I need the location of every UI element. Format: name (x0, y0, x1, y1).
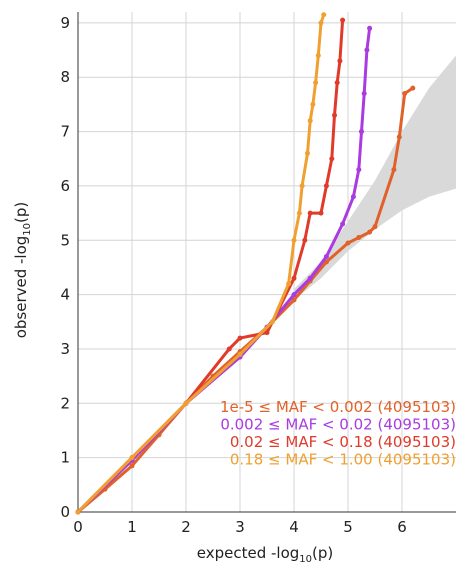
y-tick-label: 9 (60, 14, 70, 32)
point (340, 17, 346, 23)
y-tick-label: 1 (60, 449, 70, 467)
y-label-after: (p) (12, 202, 30, 223)
y-tick-label: 5 (60, 231, 70, 249)
y-tick-label: 6 (60, 177, 70, 195)
x-tick-label: 1 (127, 518, 137, 536)
x-tick-label: 0 (73, 518, 83, 536)
point (396, 134, 402, 140)
point (305, 150, 310, 156)
point (329, 156, 335, 162)
x-label-sub: 10 (299, 554, 312, 565)
point (332, 112, 337, 118)
x-axis-label: expected -log10(p) (197, 544, 334, 565)
point (269, 319, 275, 325)
point (286, 281, 292, 287)
point (237, 335, 243, 341)
x-label-after: (p) (312, 544, 333, 562)
series-line (76, 20, 345, 514)
point (237, 351, 243, 357)
series-line (76, 14, 326, 514)
y-tick-label: 7 (60, 123, 70, 141)
x-tick-label: 5 (343, 518, 353, 536)
x-tick-label: 2 (181, 518, 191, 536)
legend-entry: 0.02 ≤ MAF < 0.18 (4095103) (230, 433, 456, 451)
y-tick-label: 0 (60, 503, 70, 521)
confidence-band (294, 55, 456, 301)
point (226, 346, 232, 352)
point (361, 91, 367, 97)
point (318, 210, 324, 216)
point (307, 210, 313, 216)
x-tick-label: 4 (289, 518, 299, 536)
legend-entry: 1e-5 ≤ MAF < 0.002 (4095103) (220, 398, 456, 416)
legend-entry: 0.002 ≤ MAF < 0.02 (4095103) (220, 416, 456, 434)
y-label-sub: 10 (22, 223, 33, 236)
point (129, 463, 135, 469)
point (264, 330, 270, 336)
point (318, 20, 324, 26)
point (323, 254, 329, 260)
point (402, 91, 408, 97)
y-label-text: observed -log (12, 236, 30, 339)
y-tick-label: 4 (60, 286, 70, 304)
point (367, 229, 373, 235)
point (334, 80, 340, 86)
point (307, 118, 313, 124)
y-tick-label: 3 (60, 340, 70, 358)
x-label-text: expected -log (197, 544, 300, 562)
legend-entry: 0.18 ≤ MAF < 1.00 (4095103) (230, 451, 456, 469)
point (291, 237, 297, 243)
point (367, 25, 373, 31)
point (359, 129, 364, 135)
point (356, 167, 362, 173)
point (345, 240, 351, 246)
y-tick-label: 8 (60, 68, 70, 86)
point (296, 210, 302, 216)
y-axis-label: observed -log10(p) (12, 202, 33, 339)
point (337, 58, 343, 64)
point (291, 275, 297, 281)
point (364, 47, 370, 53)
point (183, 400, 189, 406)
point (323, 183, 329, 189)
y-tick-label: 2 (60, 394, 70, 412)
point (302, 237, 308, 243)
point (299, 183, 305, 189)
point (350, 194, 356, 200)
point (410, 85, 416, 91)
point (340, 221, 346, 227)
point (321, 12, 327, 18)
point (391, 167, 397, 173)
point (315, 52, 321, 58)
point (310, 101, 316, 107)
point (75, 509, 81, 515)
point (307, 275, 313, 281)
point (356, 235, 362, 241)
point (372, 224, 378, 230)
point (291, 292, 297, 298)
x-tick-label: 6 (397, 518, 407, 536)
x-tick-label: 3 (235, 518, 245, 536)
point (129, 455, 135, 461)
point (291, 297, 297, 303)
point (313, 80, 319, 86)
